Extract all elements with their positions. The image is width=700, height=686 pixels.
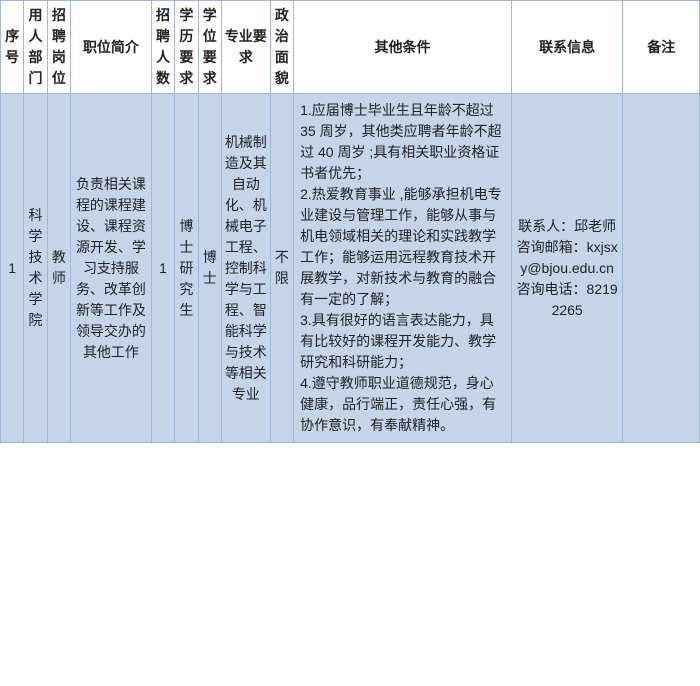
cell-intro: 负责相关课程的课程建设、课程资源开发、学习支持服务、改革创新等工作及领导交办的其… — [71, 94, 152, 443]
table-header-row: 序号 用人部门 招聘岗位 职位简介 招聘人数 学历要求 学位要求 专业要求 政治… — [1, 1, 700, 94]
header-contact: 联系信息 — [511, 1, 623, 94]
header-seq: 序号 — [1, 1, 24, 94]
cell-other: 1.应届博士毕业生且年龄不超过 35 周岁，其他类应聘者年龄不超过 40 周岁 … — [294, 94, 512, 443]
header-intro: 职位简介 — [71, 1, 152, 94]
header-num: 招聘人数 — [151, 1, 174, 94]
cell-major: 机械制造及其自动化、机械电子工程、控制科学与工程、智能科学与技术等相关专业 — [221, 94, 270, 443]
header-post: 招聘岗位 — [47, 1, 70, 94]
header-edu: 学历要求 — [175, 1, 198, 94]
cell-post: 教师 — [47, 94, 70, 443]
header-dept: 用人部门 — [24, 1, 47, 94]
cell-dept: 科学技术学院 — [24, 94, 47, 443]
cell-pol: 不限 — [270, 94, 293, 443]
header-remark: 备注 — [623, 1, 700, 94]
cell-num: 1 — [151, 94, 174, 443]
header-degree: 学位要求 — [198, 1, 221, 94]
cell-degree: 博士 — [198, 94, 221, 443]
cell-remark — [623, 94, 700, 443]
header-pol: 政治面貌 — [270, 1, 293, 94]
cell-edu: 博士研究生 — [175, 94, 198, 443]
table-row: 1 科学技术学院 教师 负责相关课程的课程建设、课程资源开发、学习支持服务、改革… — [1, 94, 700, 443]
header-other: 其他条件 — [294, 1, 512, 94]
cell-seq: 1 — [1, 94, 24, 443]
cell-contact: 联系人：邱老师 咨询邮箱：kxjsxy@bjou.edu.cn 咨询电话：821… — [511, 94, 623, 443]
header-major: 专业要求 — [221, 1, 270, 94]
recruitment-table: 序号 用人部门 招聘岗位 职位简介 招聘人数 学历要求 学位要求 专业要求 政治… — [0, 0, 700, 443]
